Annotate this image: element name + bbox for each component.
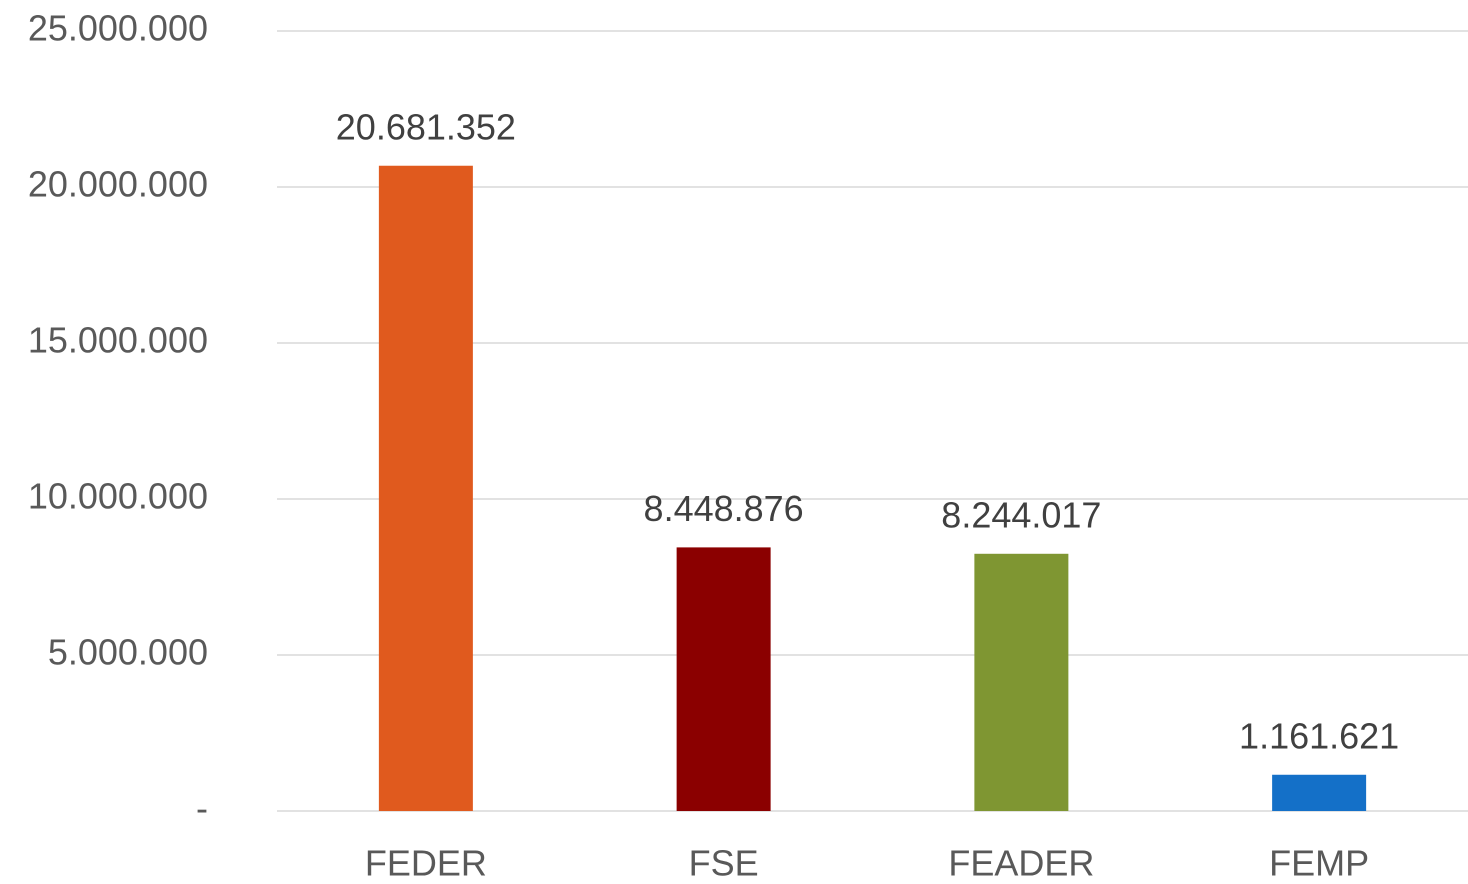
bar <box>1272 774 1367 811</box>
y-tick-label: 15.000.000 <box>28 320 208 361</box>
data-label: 8.448.876 <box>644 488 804 529</box>
x-tick-label: FEDER <box>365 843 487 884</box>
y-tick-label: 20.000.000 <box>28 164 208 205</box>
y-tick-label: 5.000.000 <box>48 632 208 673</box>
y-tick-label: 25.000.000 <box>28 8 208 49</box>
y-tick-label: 10.000.000 <box>28 476 208 517</box>
x-tick-label: FEMP <box>1269 843 1369 884</box>
data-label: 1.161.621 <box>1239 715 1399 756</box>
x-tick-label: FSE <box>689 843 759 884</box>
x-tick-label: FEADER <box>948 843 1094 884</box>
bar <box>974 553 1069 811</box>
data-label: 8.244.017 <box>941 494 1101 535</box>
bar <box>676 547 771 811</box>
data-label: 20.681.352 <box>336 106 516 147</box>
bar <box>378 165 473 811</box>
y-tick-label: - <box>196 788 208 829</box>
